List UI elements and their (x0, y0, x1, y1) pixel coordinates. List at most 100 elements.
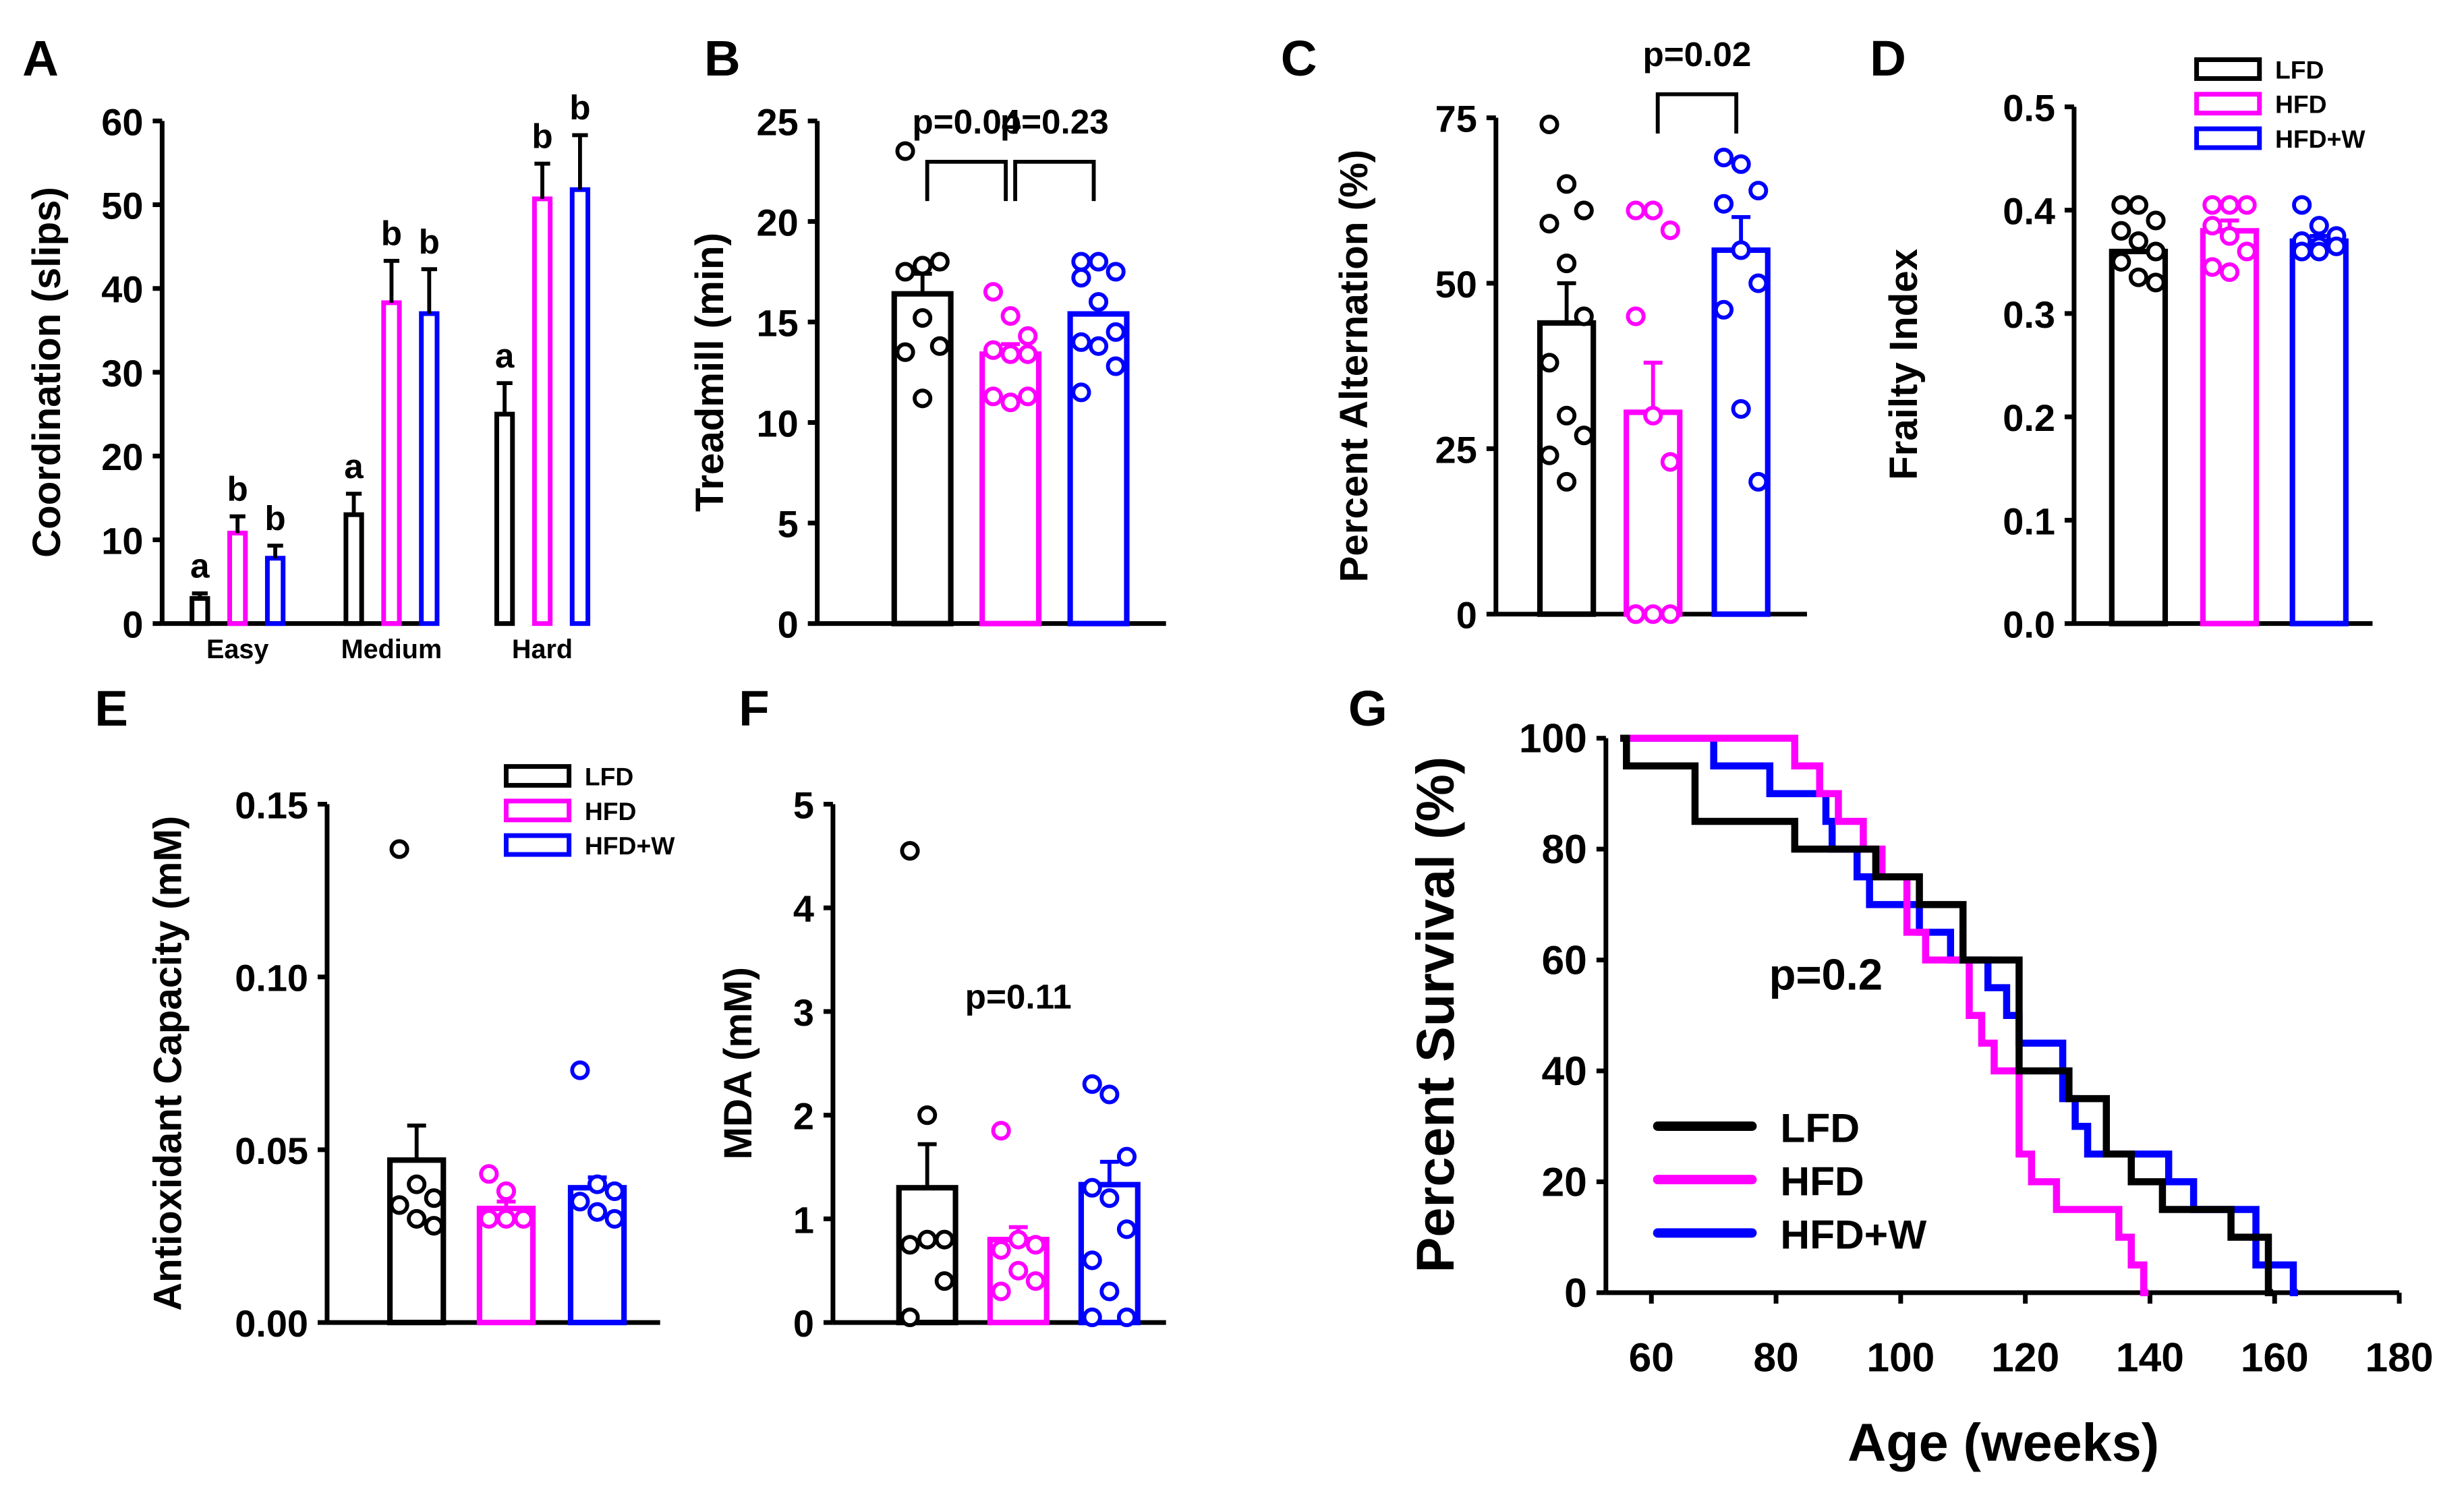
survival-curve-hfd-w (1620, 734, 2298, 1297)
data-point (929, 252, 950, 272)
panel-A: A Coordination (slips) 0 10 20 30 40 50 60 Easy Me… (22, 30, 590, 664)
data-point (895, 262, 915, 282)
x-tick-label: 120 (1991, 1334, 2059, 1380)
y-tick-label: 30 (101, 352, 143, 395)
data-point (407, 1208, 427, 1229)
data-point (1116, 1219, 1137, 1239)
bar (227, 531, 248, 626)
data-point (1099, 1084, 1120, 1105)
significance-letter: b (381, 214, 402, 252)
data-point (1731, 399, 1751, 419)
panel-label: E (94, 680, 128, 736)
x-tick-label: Hard (512, 635, 573, 664)
significance-letter: b (227, 469, 248, 508)
p-value: p=0.04 (912, 103, 1021, 141)
legend-label: HFD+W (2275, 125, 2366, 153)
y-tick-label: 10 (757, 402, 799, 444)
data-point (2202, 216, 2223, 236)
data-point (1025, 1271, 1045, 1291)
y-axis-label: Percent Survival (%) (1405, 757, 1465, 1273)
data-point (1082, 1177, 1102, 1198)
panel-label: C (1281, 30, 1317, 86)
y-axis-label: Frailty Index (1882, 249, 1926, 480)
y-tick-label: 100 (1519, 716, 1587, 761)
data-point (496, 1208, 517, 1229)
p-value: p=0.11 (965, 977, 1072, 1016)
data-point (1574, 426, 1594, 446)
data-point (2292, 195, 2312, 215)
panel-label: G (1348, 680, 1387, 736)
y-tick-label: 20 (101, 436, 143, 478)
data-point (1643, 200, 1663, 221)
panel-G: G Percent Survival (%) 0 20 40 60 80 100 60 80 100… (1348, 680, 2434, 1472)
survival-curve-lfd (1620, 734, 2273, 1297)
y-tick-label: 40 (101, 268, 143, 311)
p-value: p=0.2 (1769, 950, 1883, 999)
bar (532, 196, 553, 626)
significance-letter: a (344, 447, 364, 486)
legend-label: LFD (585, 763, 633, 791)
data-point (1660, 604, 1680, 624)
data-point (479, 1164, 499, 1184)
data-point (2111, 195, 2131, 215)
bar (569, 187, 591, 626)
data-point (2219, 226, 2240, 246)
data-point (1539, 445, 1559, 465)
data-point (1660, 220, 1680, 241)
data-point (2128, 195, 2148, 215)
data-point (983, 386, 1004, 407)
data-point (2237, 241, 2257, 262)
data-point (1731, 154, 1751, 174)
data-point (1088, 336, 1109, 356)
data-point (496, 1181, 517, 1201)
bar (494, 411, 515, 626)
significance-bracket (925, 159, 1008, 202)
data-point (1626, 306, 1646, 326)
data-point (1539, 214, 1559, 234)
data-point (570, 1192, 590, 1212)
legend-label: LFD (2275, 55, 2324, 84)
y-tick-label: 0.15 (235, 784, 308, 826)
data-point (1000, 392, 1021, 413)
data-point (983, 340, 1004, 360)
legend-label: HFD+W (1780, 1212, 1927, 1258)
legend-swatch (2194, 126, 2262, 150)
data-point (1557, 254, 1577, 274)
x-tick-label: Easy (206, 635, 268, 664)
data-point (1116, 1146, 1137, 1167)
y-axis-label: MDA (mM) (716, 967, 760, 1160)
legend-swatch (503, 833, 572, 857)
panel-label: B (704, 30, 741, 86)
data-point (900, 841, 920, 861)
data-point (991, 1281, 1011, 1302)
data-point (389, 839, 409, 859)
data-point (407, 1174, 427, 1194)
data-point (1626, 604, 1646, 624)
significance-letter: a (495, 337, 515, 375)
y-tick-label: 60 (101, 100, 143, 143)
data-point (604, 1208, 625, 1229)
significance-bracket (1013, 159, 1096, 202)
panel-label: D (1870, 30, 1906, 86)
y-tick-label: 25 (1435, 428, 1477, 471)
legend-label: HFD (585, 797, 637, 825)
data-point (2292, 241, 2312, 262)
y-tick-label: 40 (1542, 1048, 1587, 1094)
data-point (1660, 452, 1680, 472)
y-tick-label: 60 (1542, 937, 1587, 983)
bar (2109, 248, 2169, 626)
data-point (1539, 114, 1559, 135)
data-point (604, 1181, 625, 1201)
y-tick-label: 0.5 (2003, 86, 2055, 129)
legend-swatch (2194, 92, 2262, 116)
y-tick-label: 0 (1564, 1270, 1587, 1316)
x-tick-label: 60 (1629, 1334, 1674, 1380)
data-point (1088, 292, 1109, 312)
x-tick-label: 140 (2116, 1334, 2184, 1380)
data-point (2309, 241, 2329, 262)
y-tick-label: 1 (793, 1198, 814, 1241)
y-axis-label: Coordination (slips) (25, 187, 69, 558)
y-tick-label: 15 (757, 301, 799, 344)
y-tick-label: 0 (793, 1302, 814, 1345)
